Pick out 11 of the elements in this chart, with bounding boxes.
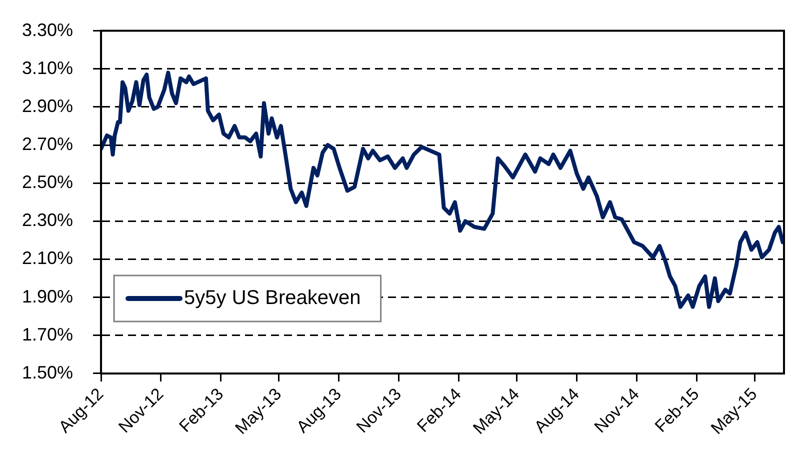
y-tick-label: 2.30%: [22, 210, 74, 230]
y-tick-label: 3.10%: [22, 58, 74, 78]
y-tick-label: 2.10%: [22, 248, 74, 268]
y-tick-label: 3.30%: [22, 20, 74, 40]
y-tick-label: 1.50%: [22, 362, 74, 382]
y-tick-label: 2.90%: [22, 96, 74, 116]
y-tick-label: 1.70%: [22, 324, 74, 344]
legend-label: 5y5y US Breakeven: [184, 287, 361, 310]
y-tick-label: 2.70%: [22, 134, 74, 154]
y-tick-label: 1.90%: [22, 286, 74, 306]
y-tick-label: 2.50%: [22, 172, 74, 192]
